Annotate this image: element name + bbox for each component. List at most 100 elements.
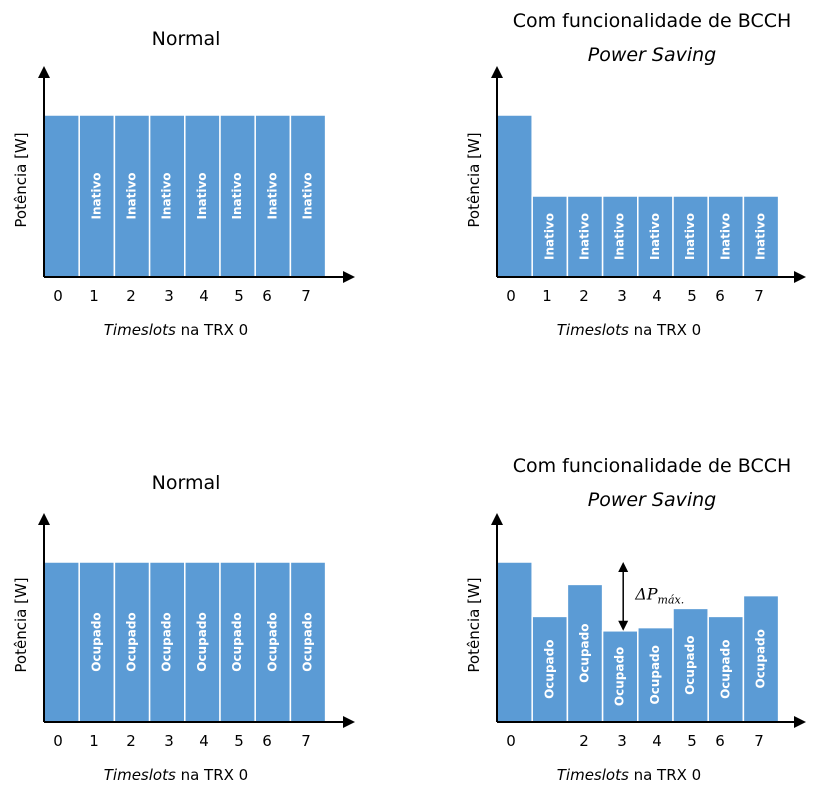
x-tick-label: 1 [89, 287, 99, 305]
bar-label: Inativo [718, 213, 732, 260]
y-axis-label: Potência [W] [12, 577, 30, 672]
bar-label: Ocupado [578, 624, 592, 683]
bar [113, 114, 151, 278]
bar-label: Inativo [578, 213, 592, 260]
bar [184, 561, 221, 723]
x-tick-label: 3 [164, 732, 174, 750]
x-tick-label: 3 [617, 287, 627, 305]
bar-label: Inativo [265, 172, 279, 219]
x-axis-arrow [794, 271, 806, 283]
x-tick-label: 0 [53, 287, 63, 305]
chart-title: Com funcionalidade de BCCH [513, 10, 792, 32]
delta-p-subscript: máx. [658, 593, 685, 606]
y-axis-arrow [491, 66, 503, 78]
bar [254, 114, 292, 278]
y-axis-label: Potência [W] [465, 132, 483, 227]
x-axis-label: Timeslots na TRX 0 [557, 321, 701, 339]
bar [742, 195, 780, 278]
x-tick-label: 7 [301, 287, 311, 305]
chart-title: Normal [152, 28, 221, 50]
bar [43, 561, 80, 723]
x-tick-label: 0 [506, 287, 516, 305]
y-axis-label: Potência [W] [12, 132, 30, 227]
chart-panel-3: Normal Ocupado Ocupado Ocupado Ocupado Ocupad… [12, 472, 355, 784]
bar [707, 615, 745, 723]
x-axis-label-rest: na TRX 0 [629, 321, 701, 339]
delta-p-max-label: ΔPmáx. [634, 584, 684, 606]
bar-label: Inativo [89, 172, 103, 219]
bar-label: Ocupado [648, 645, 662, 704]
x-tick-label: 0 [506, 732, 516, 750]
bar [672, 607, 709, 723]
bar-label: Inativo [195, 172, 209, 219]
bar [254, 561, 292, 723]
x-tick-label: 5 [687, 732, 697, 750]
bar-label: Ocupado [683, 636, 697, 695]
bar [742, 594, 780, 723]
chart-title: Com funcionalidade de BCCH [513, 455, 792, 477]
x-tick-label: 6 [715, 287, 725, 305]
bar [219, 561, 256, 723]
bar [496, 114, 533, 278]
x-axis-label-italic: Timeslots [557, 766, 629, 784]
chart-title: Normal [152, 472, 221, 494]
x-tick-label: 2 [126, 732, 136, 750]
chart-panel-4: Com funcionalidade de BCCH Power Saving Oc… [465, 455, 806, 784]
x-axis-arrow [343, 716, 355, 728]
bar [78, 114, 116, 278]
bar-label: Ocupado [542, 640, 556, 699]
x-tick-label: 7 [754, 732, 764, 750]
bar-label: Inativo [613, 213, 627, 260]
x-tick-label: 6 [262, 732, 272, 750]
x-tick-label: 7 [754, 287, 764, 305]
bar-label: Inativo [160, 172, 174, 219]
x-tick-label: 0 [53, 732, 63, 750]
x-axis-label-italic: Timeslots [104, 766, 176, 784]
x-tick-label: 1 [542, 287, 552, 305]
bar-label: Inativo [754, 213, 768, 260]
bar-label: Inativo [230, 172, 244, 219]
bar [672, 195, 709, 278]
chart-subtitle: Power Saving [588, 44, 717, 66]
delta-p-main: ΔP [634, 584, 658, 603]
bar-label: Ocupado [301, 612, 315, 671]
x-tick-label: 6 [262, 287, 272, 305]
bar-label: Ocupado [160, 612, 174, 671]
x-tick-label: 3 [617, 732, 627, 750]
delta-arrow-head-top [618, 562, 629, 572]
bar [43, 114, 80, 278]
x-tick-label: 3 [164, 287, 174, 305]
x-tick-label: 4 [652, 287, 662, 305]
chart-panel-2: Com funcionalidade de BCCH Power Saving In… [465, 10, 806, 339]
x-axis-label-rest: na TRX 0 [176, 766, 248, 784]
x-tick-label: 5 [234, 732, 244, 750]
bar-label: Ocupado [89, 612, 103, 671]
bar [566, 583, 604, 723]
bar-label: Ocupado [125, 612, 139, 671]
x-tick-label: 1 [89, 732, 99, 750]
x-tick-label: 2 [126, 287, 136, 305]
x-tick-label: 2 [579, 732, 589, 750]
x-axis-label-italic: Timeslots [104, 321, 176, 339]
bar-label: Ocupado [613, 647, 627, 706]
bar-label: Ocupado [195, 612, 209, 671]
y-axis-arrow [38, 513, 50, 525]
x-tick-label: 5 [234, 287, 244, 305]
chart-subtitle: Power Saving [588, 489, 717, 511]
x-axis-label-rest: na TRX 0 [629, 766, 701, 784]
bar-label: Ocupado [718, 640, 732, 699]
bar [601, 630, 639, 723]
bar-label: Ocupado [265, 612, 279, 671]
chart-panel-1: Normal Inativo Inativo Inativo Inativo Inativ… [12, 28, 355, 339]
bar [637, 195, 674, 278]
x-axis-label-rest: na TRX 0 [176, 321, 248, 339]
bar-label: Inativo [683, 213, 697, 260]
x-tick-label: 2 [579, 287, 589, 305]
x-tick-label: 5 [687, 287, 697, 305]
y-axis-label: Potência [W] [465, 577, 483, 672]
bar [496, 561, 533, 723]
x-tick-label: 4 [199, 732, 209, 750]
x-axis-label: Timeslots na TRX 0 [104, 321, 248, 339]
x-axis-arrow [794, 716, 806, 728]
